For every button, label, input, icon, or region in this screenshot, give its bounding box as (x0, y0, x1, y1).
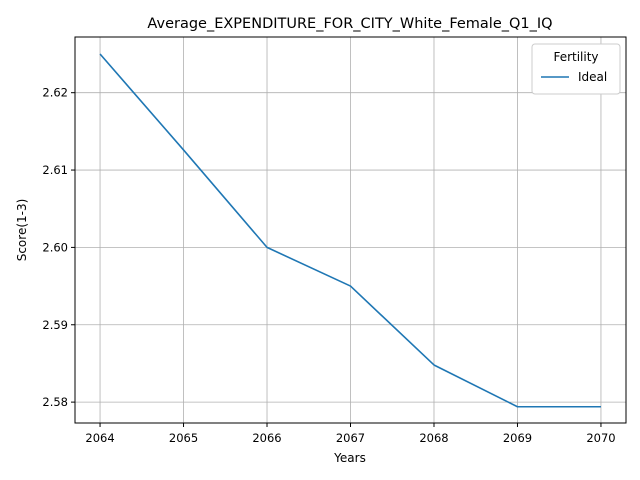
x-tick-label: 2064 (85, 431, 114, 445)
legend-title: Fertility (553, 50, 598, 64)
plot-frame (74, 36, 627, 424)
x-tick-label: 2070 (586, 431, 615, 445)
y-tick-label: 2.61 (42, 163, 68, 177)
legend-box (531, 43, 621, 95)
legend: Fertility Ideal (531, 43, 621, 95)
y-tick-label: 2.58 (42, 395, 68, 409)
series-layer (99, 53, 601, 408)
x-axis-label: Years (333, 451, 366, 465)
x-tick-label: 2066 (252, 431, 281, 445)
chart-title: Average_EXPENDITURE_FOR_CITY_White_Femal… (147, 16, 552, 32)
series-line-ideal (99, 53, 601, 408)
x-tick-label: 2068 (419, 431, 448, 445)
legend-label-ideal: Ideal (578, 70, 607, 84)
x-tick-label: 2069 (503, 431, 532, 445)
y-tick-label: 2.62 (42, 86, 68, 100)
y-tick-label: 2.59 (42, 318, 68, 332)
x-tick-label: 2065 (169, 431, 198, 445)
y-axis-label: Score(1-3) (15, 199, 29, 262)
axis-ticks: 2064 2065 2066 2067 2068 2069 2070 2.58 2.59 2.60… (42, 86, 615, 445)
grid-lines (75, 37, 626, 423)
y-tick-label: 2.60 (42, 240, 68, 254)
x-tick-label: 2067 (336, 431, 365, 445)
